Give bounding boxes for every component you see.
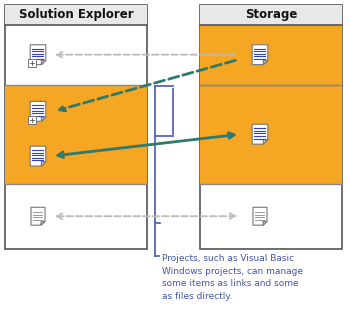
Bar xyxy=(200,84,342,184)
Bar xyxy=(5,5,147,25)
Polygon shape xyxy=(252,124,268,144)
Polygon shape xyxy=(30,101,46,121)
Bar xyxy=(200,5,342,25)
Bar xyxy=(5,5,147,249)
Text: Projects, such as Visual Basic
Windows projects, can manage
some items as links : Projects, such as Visual Basic Windows p… xyxy=(162,255,303,301)
Polygon shape xyxy=(253,207,267,225)
Polygon shape xyxy=(252,45,268,65)
Bar xyxy=(5,84,147,184)
Polygon shape xyxy=(263,140,268,144)
Polygon shape xyxy=(42,60,46,65)
Text: Storage: Storage xyxy=(245,8,297,21)
Polygon shape xyxy=(30,45,46,65)
Polygon shape xyxy=(42,162,46,166)
Polygon shape xyxy=(263,60,268,65)
Bar xyxy=(28,116,36,123)
Bar xyxy=(28,59,36,67)
Polygon shape xyxy=(263,221,267,225)
Polygon shape xyxy=(30,146,46,166)
Bar xyxy=(200,5,342,249)
Bar xyxy=(154,89,174,134)
Bar xyxy=(200,25,342,84)
Polygon shape xyxy=(42,117,46,121)
Polygon shape xyxy=(41,221,45,225)
Text: Solution Explorer: Solution Explorer xyxy=(19,8,133,21)
Polygon shape xyxy=(31,207,45,225)
